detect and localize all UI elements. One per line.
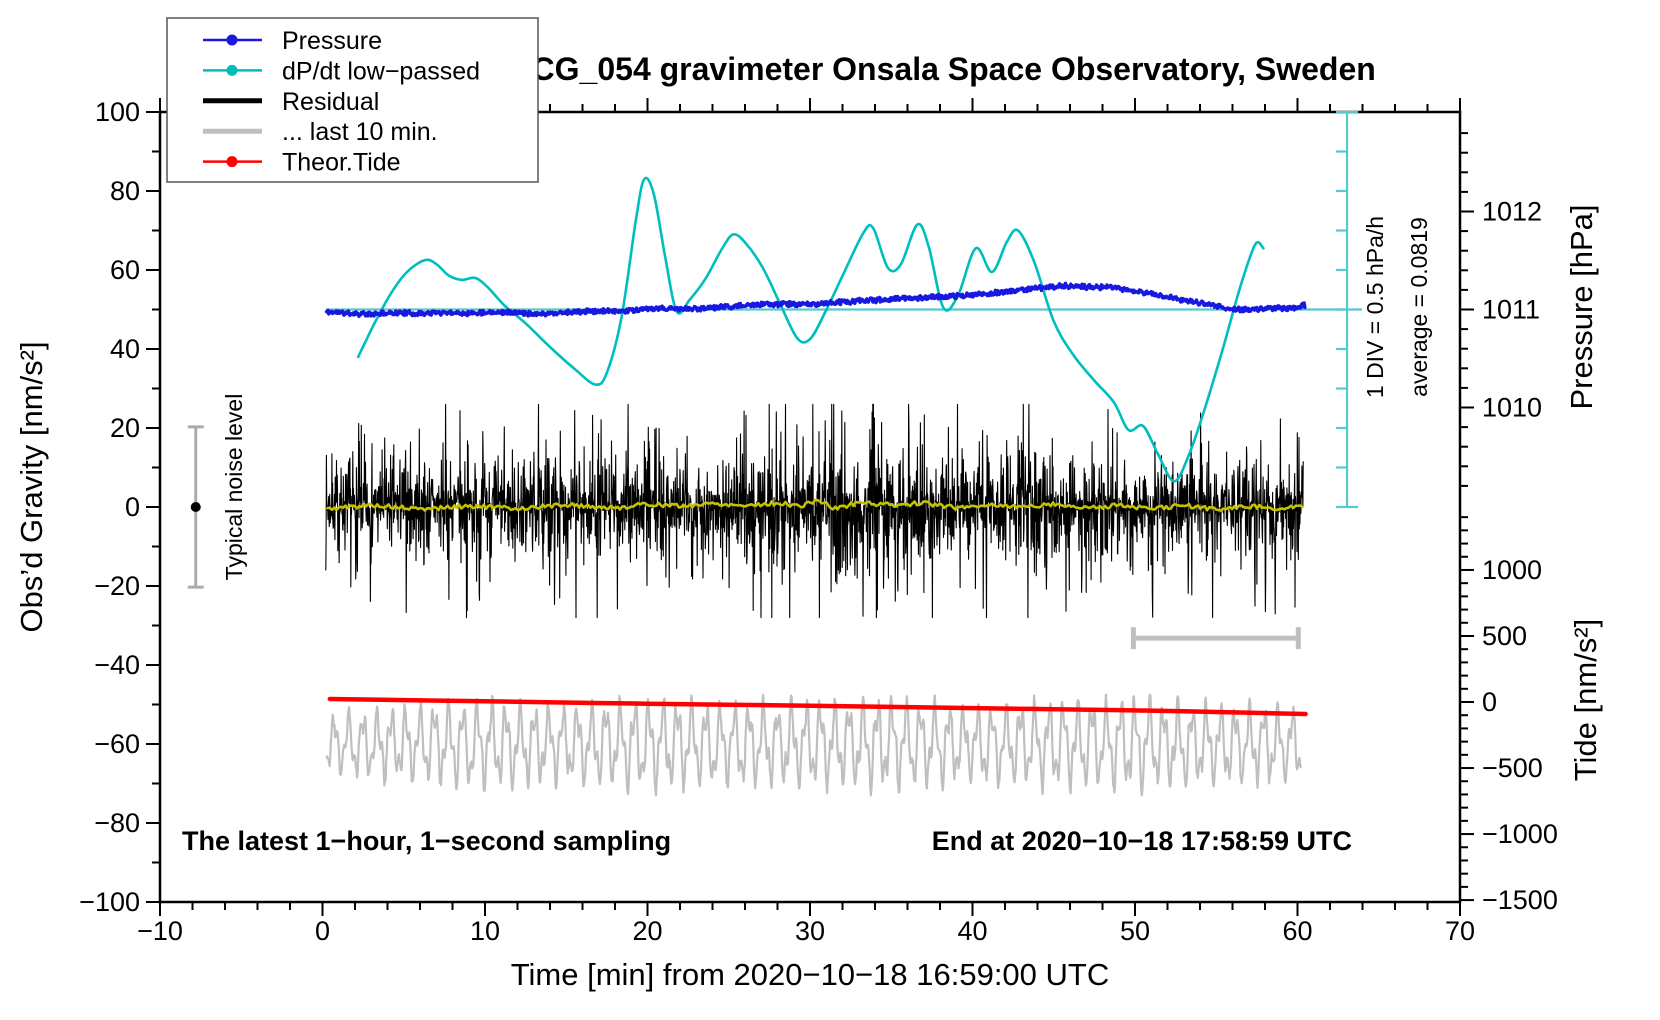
pressure-tick-label: 1011 bbox=[1482, 295, 1540, 325]
legend-entry-1: dP/dt low−passed bbox=[203, 57, 480, 85]
noise-errorbar-dot bbox=[190, 502, 201, 512]
sampling-note: The latest 1−hour, 1−second sampling bbox=[182, 826, 671, 856]
x-tick-label: 40 bbox=[957, 916, 987, 946]
x-tick-label: 20 bbox=[632, 916, 662, 946]
legend-entry-0: Pressure bbox=[203, 27, 382, 55]
tide-tick-label: −1500 bbox=[1482, 885, 1558, 915]
x-tick-label: 30 bbox=[795, 916, 825, 946]
x-axis-title: Time [min] from 2020−10−18 16:59:00 UTC bbox=[511, 957, 1110, 992]
average-note: average = 0.0819 bbox=[1406, 217, 1432, 397]
y-left-tick-label: 60 bbox=[110, 255, 140, 285]
x-tick-label: 10 bbox=[470, 916, 500, 946]
series-residual bbox=[325, 403, 1304, 619]
y-left-tick-label: 80 bbox=[110, 176, 140, 206]
x-tick-label: 70 bbox=[1445, 916, 1475, 946]
y-left-tick-label: −40 bbox=[94, 650, 140, 680]
x-tick-label: −10 bbox=[137, 916, 183, 946]
y-left-tick-label: 100 bbox=[95, 97, 140, 127]
series-theor-tide bbox=[327, 696, 1308, 717]
tide-tick-label: −1000 bbox=[1482, 819, 1558, 849]
y-left-tick-label: 0 bbox=[125, 492, 140, 522]
pressure-tick-label: 1012 bbox=[1482, 197, 1542, 227]
legend-label: Pressure bbox=[282, 27, 382, 55]
data-series bbox=[324, 176, 1308, 797]
legend-label: dP/dt low−passed bbox=[282, 57, 480, 85]
legend-entry-2: Residual bbox=[203, 88, 379, 116]
chart-title: SCG_054 gravimeter Onsala Space Observat… bbox=[510, 51, 1376, 87]
end-time-note: End at 2020−10−18 17:58:59 UTC bbox=[932, 826, 1352, 856]
y-left-tick-label: 20 bbox=[110, 413, 140, 443]
legend-label: Theor.Tide bbox=[282, 149, 401, 177]
tide-tick-label: 500 bbox=[1482, 621, 1527, 651]
y-left-tick-label: −20 bbox=[94, 571, 140, 601]
div-scale-note: 1 DIV = 0.5 hPa/h bbox=[1362, 216, 1388, 398]
legend-label: Residual bbox=[282, 88, 379, 116]
series-last-10-min bbox=[325, 693, 1302, 797]
pressure-tick-label: 1010 bbox=[1482, 392, 1542, 422]
tide-tick-label: 0 bbox=[1482, 687, 1497, 717]
noise-level-label: Typical noise level bbox=[221, 394, 247, 581]
x-tick-label: 60 bbox=[1282, 916, 1312, 946]
axis-tick-labels: −10 0 10 20 30 40 50 60 70−100−80−60−40−20020406… bbox=[79, 97, 1558, 946]
tide-tick-label: −500 bbox=[1482, 753, 1543, 783]
y-left-tick-label: −60 bbox=[94, 729, 140, 759]
x-tick-label: 50 bbox=[1120, 916, 1150, 946]
legend-dot-sample bbox=[226, 64, 238, 76]
tide-axis-title: Tide [nm/s²] bbox=[1568, 619, 1603, 782]
legend-label: ... last 10 min. bbox=[282, 118, 438, 146]
y-left-axis-title: Obs’d Gravity [nm/s²] bbox=[14, 341, 49, 632]
y-left-tick-label: −100 bbox=[79, 887, 140, 917]
x-tick-label: 0 bbox=[315, 916, 330, 946]
tide-tick-label: 1000 bbox=[1482, 555, 1542, 585]
legend-entry-3: ... last 10 min. bbox=[203, 118, 438, 146]
series-residual-smoothed bbox=[326, 498, 1304, 512]
reference-marks bbox=[187, 110, 1363, 650]
legend-dot-sample bbox=[226, 156, 238, 168]
legend-dot-sample bbox=[226, 34, 238, 46]
series-pressure bbox=[324, 281, 1307, 319]
y-left-tick-label: 40 bbox=[110, 334, 140, 364]
y-left-tick-label: −80 bbox=[94, 808, 140, 838]
legend-entry-4: Theor.Tide bbox=[203, 149, 401, 177]
series-dpdt-lowpassed bbox=[356, 176, 1265, 483]
pressure-axis-title: Pressure [hPa] bbox=[1564, 204, 1599, 409]
